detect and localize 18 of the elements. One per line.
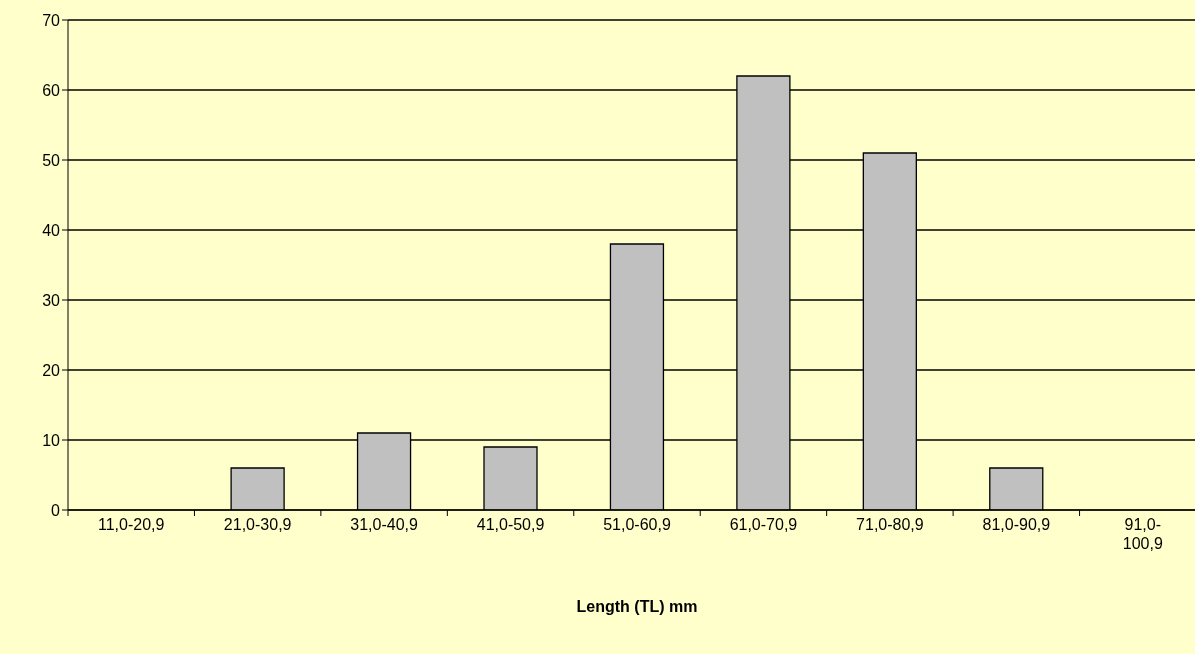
x-tick-label: 71,0-80,9 (856, 516, 924, 533)
x-tick-label: 81,0-90,9 (982, 516, 1051, 533)
y-tick-label: 30 (42, 291, 61, 309)
y-tick-label: 10 (42, 431, 61, 449)
x-tick-label: 31,0-40,9 (350, 516, 419, 533)
x-tick-label: 61,0-70,9 (729, 516, 798, 533)
x-tick-label: 21,0-30,9 (223, 516, 292, 533)
x-tick-label: 41,0-50,9 (476, 516, 545, 533)
y-tick-label: 20 (42, 361, 61, 379)
y-tick-label: 40 (42, 221, 61, 239)
y-tick-label: 50 (42, 151, 61, 169)
y-tick-label: 60 (42, 81, 61, 99)
y-tick-label: 0 (51, 501, 61, 519)
x-axis-title: Length (TL) mm (575, 598, 699, 616)
x-tick-label: 11,0-20,9 (98, 516, 165, 533)
x-tick-label: 51,0-60,9 (603, 516, 671, 533)
y-tick-label: 70 (42, 11, 61, 29)
x-tick-label: 91,0-100,9 (1122, 516, 1163, 552)
